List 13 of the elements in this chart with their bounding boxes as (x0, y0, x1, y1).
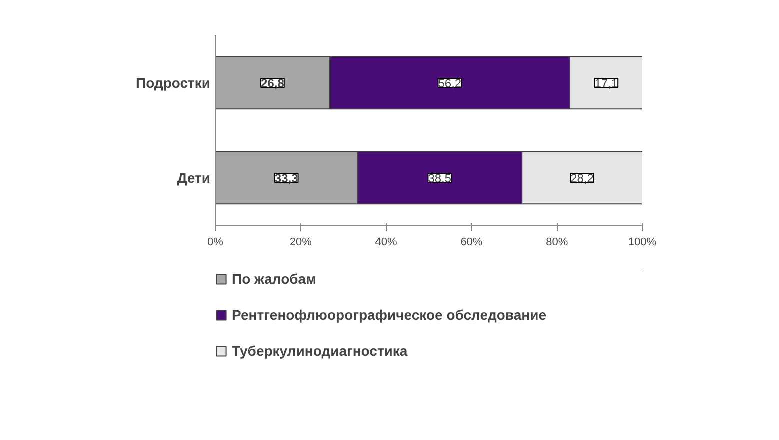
x-tick-label: 20% (290, 236, 312, 248)
x-tick-label: 60% (460, 236, 483, 248)
x-tick-label: 40% (375, 236, 398, 248)
y-tick-label: Дети (177, 170, 211, 186)
data-label: 28,2 (570, 172, 594, 186)
data-label: 17,1 (594, 76, 618, 90)
legend-label: Туберкулинодиагностика (232, 343, 408, 359)
x-tick-label: 100% (628, 236, 657, 248)
y-tick-label: Подростки (136, 75, 211, 91)
x-tick-label: 80% (546, 236, 568, 248)
legend-label: По жалобам (232, 271, 316, 287)
x-tick-label: 0% (208, 236, 224, 248)
legend-label: Рентгенофлюорографическое обследование (232, 307, 547, 323)
